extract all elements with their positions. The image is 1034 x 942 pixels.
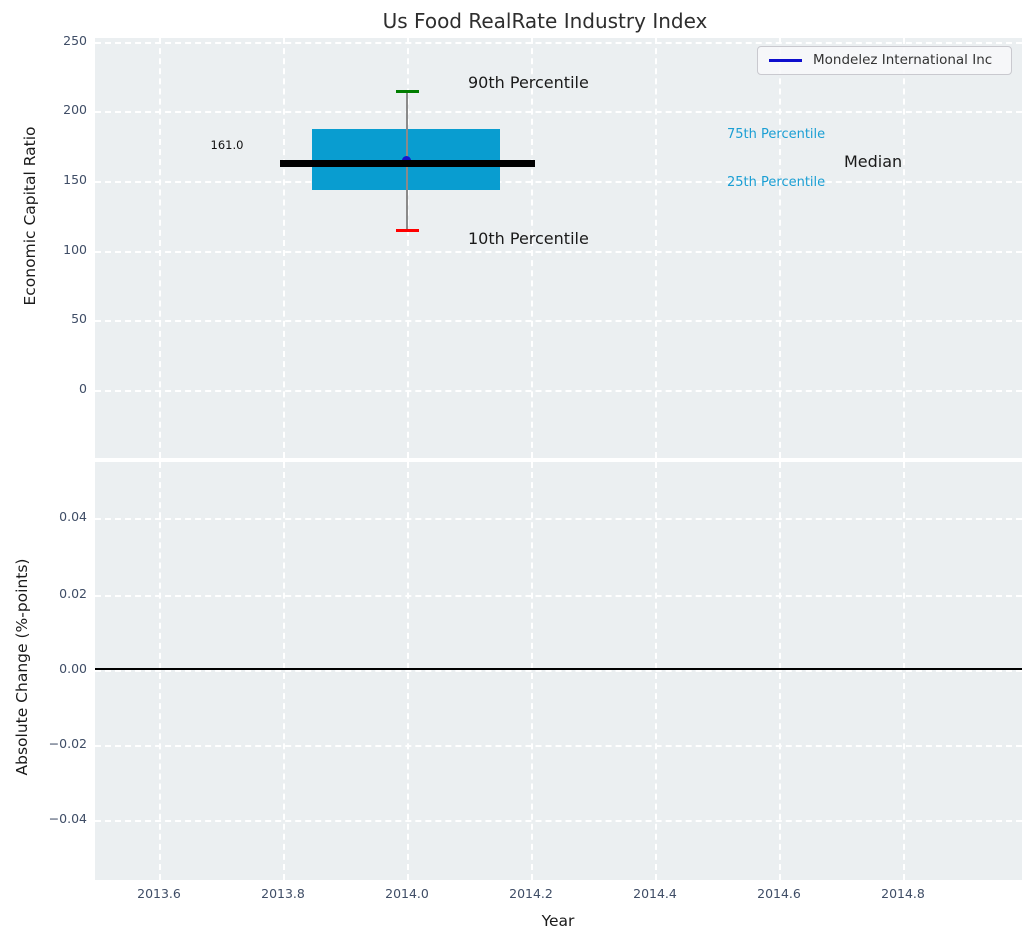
gridline	[95, 251, 1022, 253]
gridline	[655, 38, 657, 458]
gridline	[903, 462, 905, 880]
x-tick-label: 2014.8	[881, 886, 925, 901]
x-tick-label: 2014.4	[633, 886, 677, 901]
gridline	[407, 38, 409, 458]
gridline	[95, 518, 1022, 520]
gridline	[159, 38, 161, 458]
median-value-label: 161.0	[210, 138, 244, 152]
y-tick-label: 150	[63, 172, 87, 187]
gridline	[407, 462, 409, 880]
bottom-y-axis-label: Absolute Change (%-points)	[13, 558, 31, 776]
annotation-90th-percentile: 90th Percentile	[468, 73, 589, 92]
x-axis-label: Year	[541, 912, 575, 930]
gridline	[95, 320, 1022, 322]
bottom-plot-area	[95, 462, 1022, 880]
y-tick-label: 0.02	[59, 586, 87, 601]
gridline	[283, 462, 285, 880]
legend-line-sample	[769, 59, 802, 62]
gridline	[95, 181, 1022, 183]
y-tick-label: 100	[63, 242, 87, 257]
gridline	[95, 595, 1022, 597]
median-line	[280, 160, 535, 167]
annotation-75th-percentile: 75th Percentile	[727, 127, 826, 142]
x-tick-label: 2014.2	[509, 886, 553, 901]
gridline	[531, 38, 533, 458]
top-plot-area: 161.0 90th Percentile 10th Percentile 75…	[95, 38, 1022, 458]
y-tick-label: 200	[63, 102, 87, 117]
whisker-cap-90th	[396, 90, 419, 93]
gridline	[779, 462, 781, 880]
gridline	[655, 462, 657, 880]
gridline	[95, 820, 1022, 822]
x-tick-label: 2013.6	[137, 886, 181, 901]
gridline	[95, 42, 1022, 44]
y-tick-label: 250	[63, 33, 87, 48]
y-tick-label: 50	[71, 311, 87, 326]
x-tick-label: 2014.6	[757, 886, 801, 901]
gridline	[283, 38, 285, 458]
y-tick-label: −0.04	[48, 811, 87, 826]
legend-box: Mondelez International Inc	[757, 46, 1012, 75]
y-tick-label: −0.02	[48, 736, 87, 751]
chart-title: Us Food RealRate Industry Index	[382, 9, 708, 33]
y-tick-label: 0.04	[59, 509, 87, 524]
y-tick-label: 0	[79, 381, 87, 396]
gridline	[95, 670, 1022, 672]
whisker-cap-10th	[396, 229, 419, 232]
gridline	[95, 111, 1022, 113]
gridline	[95, 390, 1022, 392]
gridline	[531, 462, 533, 880]
x-tick-label: 2013.8	[261, 886, 305, 901]
legend-entry-label: Mondelez International Inc	[813, 52, 993, 68]
y-tick-label: 0.00	[59, 661, 87, 676]
gridline	[95, 745, 1022, 747]
zero-reference-line	[95, 668, 1022, 670]
x-tick-label: 2014.0	[385, 886, 429, 901]
gridline	[779, 38, 781, 458]
annotation-25th-percentile: 25th Percentile	[727, 175, 826, 190]
annotation-median: Median	[844, 152, 903, 171]
top-y-axis-label: Economic Capital Ratio	[21, 126, 39, 306]
annotation-10th-percentile: 10th Percentile	[468, 229, 589, 248]
gridline	[903, 38, 905, 458]
gridline	[159, 462, 161, 880]
